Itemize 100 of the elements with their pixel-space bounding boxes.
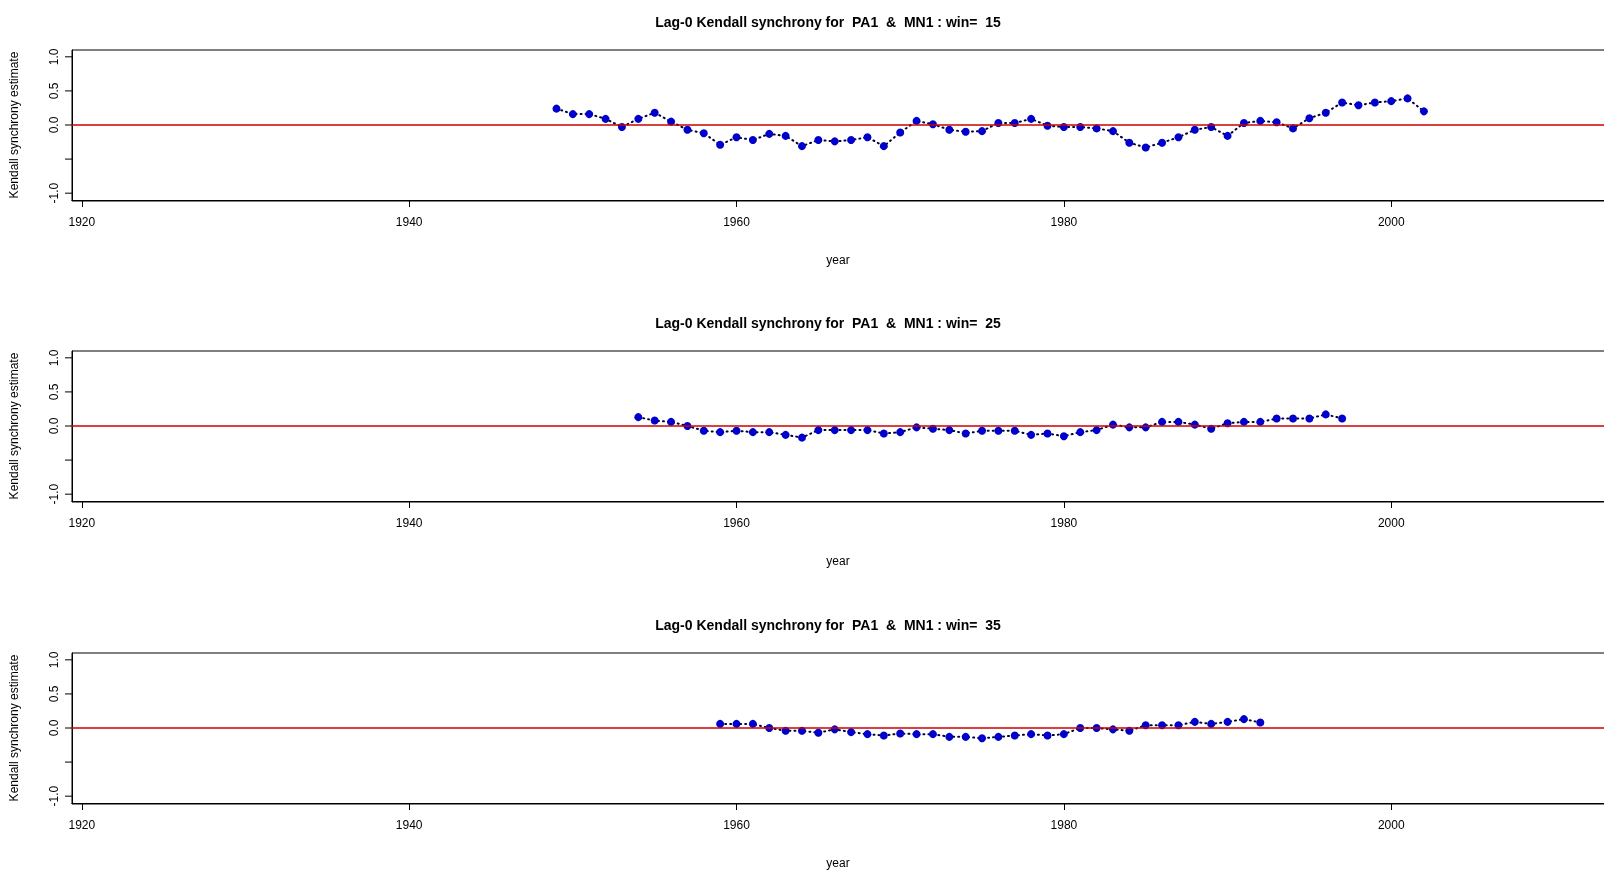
x-tick-label: 1940 [395, 818, 423, 832]
chart-title: Lag-0 Kendall synchrony for PA1 & MN1 : win= 35 [655, 617, 1001, 633]
point [1239, 715, 1248, 724]
point [896, 428, 905, 437]
point [634, 114, 643, 123]
x-tick-label: 1980 [1050, 818, 1078, 832]
point [1239, 417, 1248, 426]
point [978, 426, 987, 435]
point [912, 730, 921, 739]
point [912, 116, 921, 125]
point [1190, 717, 1199, 726]
point [765, 428, 774, 437]
point [994, 732, 1003, 741]
point [765, 129, 774, 138]
point [1305, 114, 1314, 123]
point [879, 731, 888, 740]
point [1207, 719, 1216, 728]
point [699, 129, 708, 138]
point [732, 426, 741, 435]
point [1043, 731, 1052, 740]
point [879, 142, 888, 151]
chart-title: Lag-0 Kendall synchrony for PA1 & MN1 : win= 25 [655, 315, 1001, 331]
point [748, 136, 757, 144]
point [1027, 430, 1036, 439]
x-axis-title: year [826, 856, 850, 870]
y-axis-title: Kendall synchrony estimate [7, 352, 21, 500]
point [1059, 730, 1068, 739]
x-tick-label: 1940 [395, 516, 423, 530]
point [945, 426, 954, 435]
point [1010, 426, 1019, 435]
point [748, 719, 757, 728]
point [650, 416, 659, 425]
point [552, 104, 561, 113]
point [961, 429, 970, 438]
point [568, 110, 577, 119]
point [1076, 428, 1085, 437]
point [1256, 718, 1265, 727]
y-axis-title: Kendall synchrony estimate [7, 654, 21, 802]
y-tick-label: 0.5 [47, 685, 61, 703]
y-tick-label: 0.5 [47, 383, 61, 401]
point [1321, 410, 1330, 419]
point [961, 732, 970, 741]
x-tick-label: 2000 [1377, 516, 1405, 530]
x-tick-label: 1920 [68, 516, 96, 530]
point [683, 125, 692, 134]
point [1387, 97, 1396, 106]
point [781, 430, 790, 439]
x-tick-label: 2000 [1377, 818, 1405, 832]
point [1223, 717, 1232, 726]
point [1289, 414, 1298, 423]
y-axis-title: Kendall synchrony estimate [7, 51, 21, 199]
point [1059, 432, 1068, 441]
point [1256, 116, 1265, 125]
point [1370, 98, 1379, 107]
point [650, 108, 659, 117]
point [994, 426, 1003, 435]
x-tick-label: 1960 [723, 516, 751, 530]
y-tick-label: 1.0 [47, 349, 61, 367]
point [716, 428, 725, 437]
x-tick-label: 1960 [723, 215, 751, 229]
point [1419, 107, 1428, 116]
point [716, 140, 725, 149]
point [830, 426, 839, 435]
point [1256, 417, 1265, 426]
point [978, 127, 987, 136]
point [748, 428, 757, 437]
point [896, 729, 905, 738]
y-tick-label: 0.0 [47, 719, 61, 737]
point [1027, 114, 1036, 123]
point [1043, 429, 1052, 438]
x-tick-label: 1960 [723, 818, 751, 832]
x-tick-label: 1940 [395, 215, 423, 229]
point [978, 734, 987, 743]
point [1305, 414, 1314, 423]
point [928, 730, 937, 739]
x-axis-title: year [826, 554, 850, 568]
point [814, 426, 823, 435]
point [667, 417, 676, 426]
point [847, 136, 856, 144]
point [1108, 127, 1117, 136]
x-tick-label: 2000 [1377, 215, 1405, 229]
point [1403, 94, 1412, 103]
x-tick-label: 1980 [1050, 215, 1078, 229]
y-tick-label: 0.0 [47, 417, 61, 435]
point [1027, 730, 1036, 739]
point [1010, 731, 1019, 740]
point [1190, 125, 1199, 134]
y-tick-label: 1.0 [47, 48, 61, 66]
point [1158, 138, 1167, 147]
point [1174, 133, 1183, 142]
point [1125, 138, 1134, 147]
point [1158, 417, 1167, 426]
point [814, 728, 823, 737]
y-tick-label: -1.0 [47, 483, 61, 505]
y-tick-label: 0.0 [47, 116, 61, 134]
point [1338, 98, 1347, 107]
point [699, 426, 708, 435]
y-tick-label: -1.0 [47, 182, 61, 204]
point [945, 125, 954, 134]
point [847, 728, 856, 737]
